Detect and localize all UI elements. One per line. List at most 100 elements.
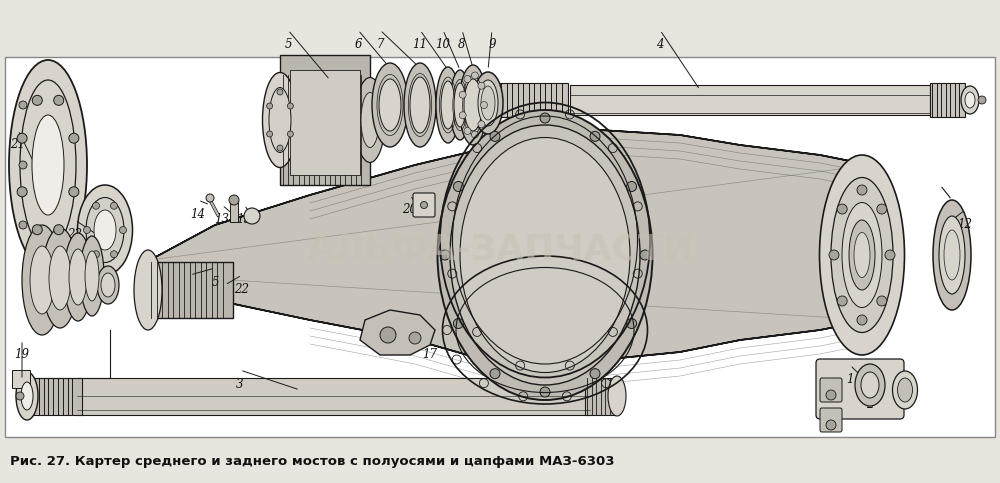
Text: 8: 8 [458, 38, 466, 51]
Ellipse shape [944, 230, 960, 280]
FancyBboxPatch shape [820, 408, 842, 432]
Ellipse shape [94, 210, 116, 250]
Ellipse shape [855, 364, 885, 406]
Circle shape [409, 332, 421, 344]
Circle shape [84, 227, 90, 233]
Circle shape [287, 103, 293, 109]
Ellipse shape [933, 200, 971, 310]
FancyBboxPatch shape [816, 359, 904, 419]
Circle shape [69, 133, 79, 143]
Text: АЛЬФА-ЗАПЧАСТИ: АЛЬФА-ЗАПЧАСТИ [306, 233, 694, 267]
Text: 11: 11 [60, 270, 76, 283]
Circle shape [837, 204, 847, 214]
Bar [290, 70, 360, 175]
Bar [148, 262, 233, 318]
Bar [77, 378, 590, 415]
Circle shape [17, 133, 27, 143]
Bar [32, 378, 82, 415]
Ellipse shape [9, 60, 87, 270]
Circle shape [453, 182, 463, 191]
Circle shape [857, 315, 867, 325]
Circle shape [590, 369, 600, 379]
Ellipse shape [481, 86, 495, 120]
Text: 1: 1 [846, 373, 854, 386]
Text: 19: 19 [14, 348, 30, 361]
Ellipse shape [16, 372, 38, 420]
Circle shape [32, 225, 42, 235]
Circle shape [32, 95, 42, 105]
Text: 4: 4 [656, 38, 664, 51]
Circle shape [69, 187, 79, 197]
Circle shape [92, 202, 100, 209]
Circle shape [110, 251, 118, 258]
Circle shape [440, 250, 450, 260]
Bar [585, 378, 615, 415]
Ellipse shape [608, 376, 626, 416]
Circle shape [110, 202, 118, 209]
Ellipse shape [80, 236, 104, 316]
Circle shape [490, 131, 500, 142]
Ellipse shape [361, 93, 379, 147]
Text: 18: 18 [74, 293, 90, 306]
Circle shape [627, 182, 637, 191]
Circle shape [540, 113, 550, 123]
Ellipse shape [459, 65, 487, 145]
Ellipse shape [478, 80, 498, 126]
Circle shape [54, 225, 64, 235]
Ellipse shape [460, 138, 630, 372]
Circle shape [978, 96, 986, 104]
Circle shape [829, 250, 839, 260]
Circle shape [540, 387, 550, 397]
Ellipse shape [854, 232, 870, 278]
Ellipse shape [454, 83, 466, 127]
Circle shape [19, 161, 27, 169]
Polygon shape [150, 130, 870, 370]
Ellipse shape [32, 115, 64, 215]
Ellipse shape [97, 266, 119, 304]
Bar [230, 200, 238, 222]
Circle shape [885, 250, 895, 260]
Text: 5: 5 [211, 276, 219, 289]
Ellipse shape [404, 63, 436, 147]
Circle shape [16, 392, 24, 400]
Circle shape [19, 221, 27, 229]
Ellipse shape [20, 80, 76, 250]
Ellipse shape [22, 225, 62, 335]
Text: 11: 11 [413, 38, 428, 51]
Ellipse shape [69, 249, 87, 305]
Ellipse shape [450, 125, 640, 385]
Ellipse shape [30, 246, 54, 314]
Text: 13: 13 [214, 213, 230, 226]
Circle shape [206, 194, 214, 202]
Text: 9: 9 [488, 38, 496, 51]
Ellipse shape [86, 198, 124, 262]
Ellipse shape [134, 250, 162, 330]
Text: 10: 10 [436, 38, 450, 51]
Text: 21: 21 [10, 138, 26, 151]
Text: 10: 10 [80, 278, 94, 291]
Text: 12: 12 [958, 218, 972, 231]
Circle shape [120, 227, 126, 233]
Text: 22: 22 [68, 228, 82, 241]
Ellipse shape [893, 371, 918, 409]
Circle shape [471, 131, 478, 138]
Circle shape [464, 128, 471, 134]
Text: 15: 15 [237, 213, 252, 226]
FancyBboxPatch shape [820, 378, 842, 402]
Circle shape [244, 208, 260, 224]
Text: 17: 17 [422, 348, 438, 361]
Circle shape [380, 327, 396, 343]
Circle shape [459, 91, 466, 98]
Ellipse shape [438, 110, 652, 400]
Ellipse shape [372, 63, 408, 147]
Text: Рис. 27. Картер среднего и заднего мостов с полуосями и цапфами МАЗ-6303: Рис. 27. Картер среднего и заднего мосто… [10, 455, 614, 469]
Circle shape [19, 101, 27, 109]
Circle shape [826, 390, 836, 400]
Circle shape [471, 72, 478, 79]
Ellipse shape [85, 251, 99, 301]
Ellipse shape [965, 92, 975, 108]
Circle shape [478, 121, 485, 128]
Bar [930, 83, 965, 117]
Ellipse shape [78, 185, 132, 275]
Bar [488, 83, 568, 117]
